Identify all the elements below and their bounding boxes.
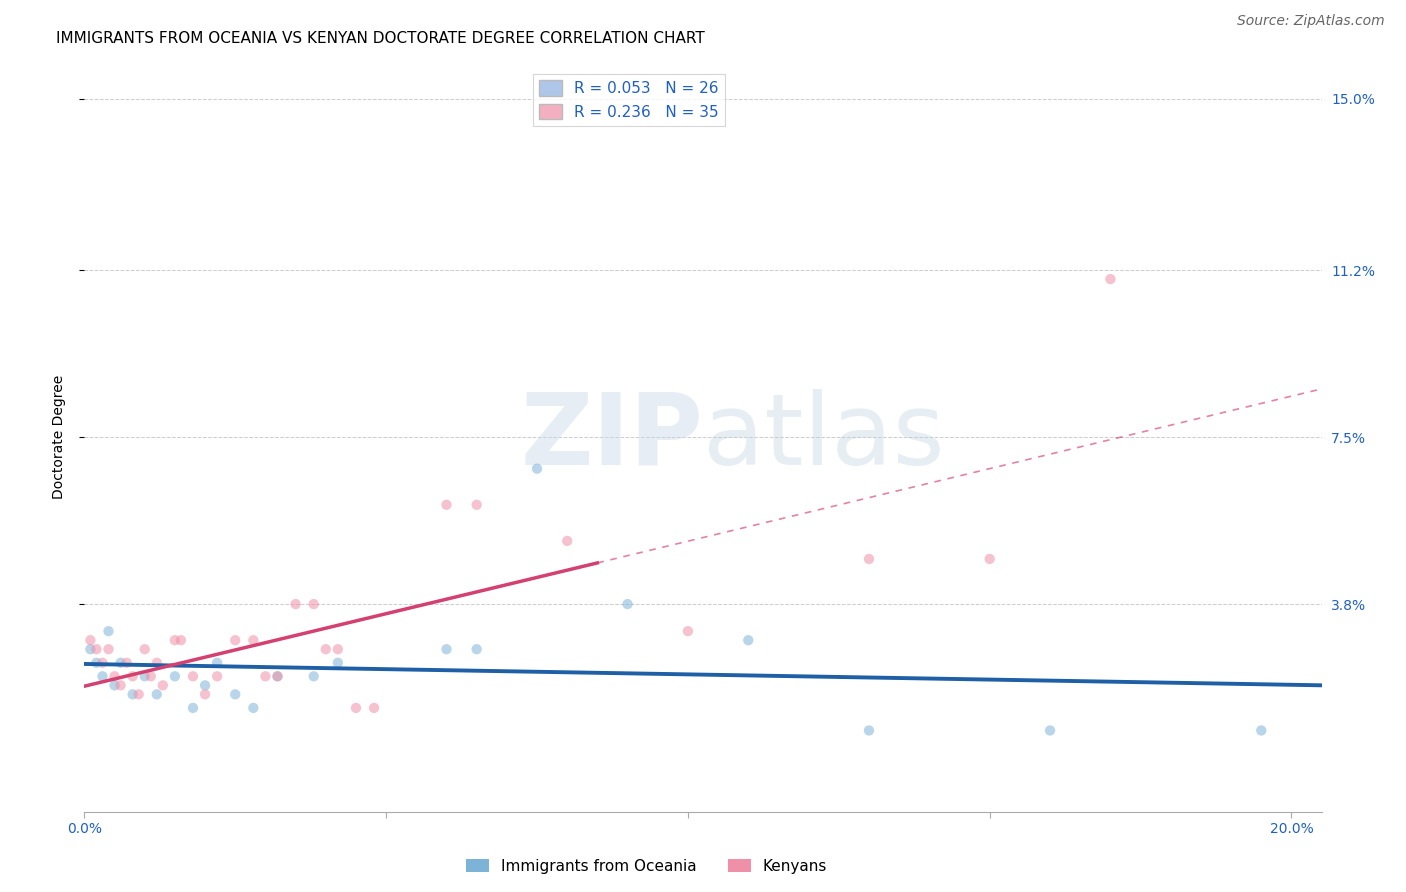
Point bbox=[110, 656, 132, 670]
Point bbox=[302, 669, 325, 683]
Point bbox=[121, 687, 143, 701]
Point bbox=[1039, 723, 1062, 738]
Point bbox=[465, 498, 488, 512]
Point bbox=[194, 687, 217, 701]
Point bbox=[181, 701, 204, 715]
Point bbox=[97, 642, 120, 657]
Point bbox=[242, 633, 264, 648]
Point bbox=[266, 669, 288, 683]
Point bbox=[302, 597, 325, 611]
Point bbox=[676, 624, 699, 639]
Point bbox=[110, 678, 132, 692]
Point bbox=[103, 678, 125, 692]
Point bbox=[163, 669, 186, 683]
Point bbox=[134, 669, 156, 683]
Legend: Immigrants from Oceania, Kenyans: Immigrants from Oceania, Kenyans bbox=[460, 853, 834, 880]
Point bbox=[163, 633, 186, 648]
Text: atlas: atlas bbox=[703, 389, 945, 485]
Legend: R = 0.053   N = 26, R = 0.236   N = 35: R = 0.053 N = 26, R = 0.236 N = 35 bbox=[533, 74, 724, 126]
Point bbox=[194, 678, 217, 692]
Text: IMMIGRANTS FROM OCEANIA VS KENYAN DOCTORATE DEGREE CORRELATION CHART: IMMIGRANTS FROM OCEANIA VS KENYAN DOCTOR… bbox=[56, 31, 704, 46]
Point bbox=[858, 723, 880, 738]
Point bbox=[224, 633, 246, 648]
Point bbox=[115, 656, 138, 670]
Point bbox=[436, 498, 458, 512]
Point bbox=[97, 624, 120, 639]
Point bbox=[1099, 272, 1122, 286]
Point bbox=[103, 669, 125, 683]
Point bbox=[86, 642, 108, 657]
Point bbox=[170, 633, 193, 648]
Point bbox=[363, 701, 385, 715]
Point bbox=[1250, 723, 1272, 738]
Point bbox=[344, 701, 367, 715]
Point bbox=[436, 642, 458, 657]
Point bbox=[224, 687, 246, 701]
Point bbox=[152, 678, 174, 692]
Point bbox=[91, 669, 114, 683]
Point bbox=[146, 656, 169, 670]
Point bbox=[284, 597, 307, 611]
Text: ZIP: ZIP bbox=[520, 389, 703, 485]
Point bbox=[146, 687, 169, 701]
Point bbox=[86, 656, 108, 670]
Point bbox=[858, 552, 880, 566]
Text: Source: ZipAtlas.com: Source: ZipAtlas.com bbox=[1237, 14, 1385, 28]
Point bbox=[79, 642, 101, 657]
Point bbox=[526, 461, 548, 475]
Point bbox=[266, 669, 288, 683]
Point bbox=[121, 669, 143, 683]
Point bbox=[205, 669, 228, 683]
Point bbox=[616, 597, 638, 611]
Point bbox=[242, 701, 264, 715]
Point bbox=[326, 656, 349, 670]
Point bbox=[979, 552, 1001, 566]
Y-axis label: Doctorate Degree: Doctorate Degree bbox=[52, 375, 66, 500]
Point bbox=[737, 633, 759, 648]
Point bbox=[128, 687, 150, 701]
Point bbox=[555, 533, 578, 548]
Point bbox=[181, 669, 204, 683]
Point bbox=[205, 656, 228, 670]
Point bbox=[326, 642, 349, 657]
Point bbox=[91, 656, 114, 670]
Point bbox=[79, 633, 101, 648]
Point bbox=[315, 642, 337, 657]
Point bbox=[254, 669, 277, 683]
Point bbox=[139, 669, 162, 683]
Point bbox=[134, 642, 156, 657]
Point bbox=[465, 642, 488, 657]
